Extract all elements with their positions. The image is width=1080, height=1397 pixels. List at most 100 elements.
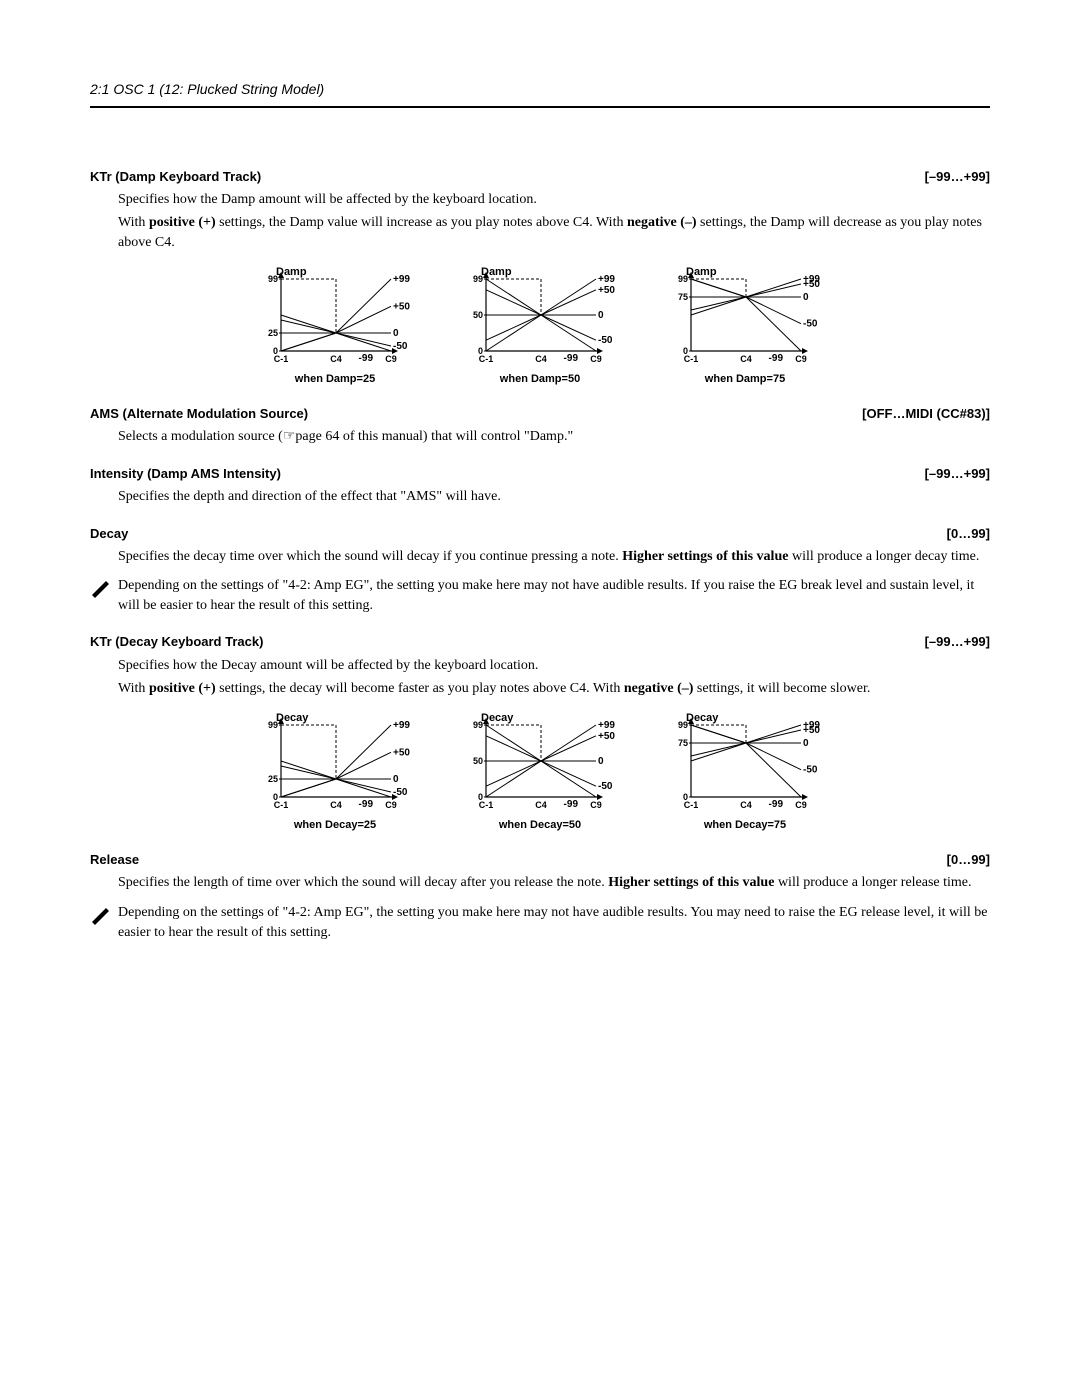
svg-text:-99: -99 bbox=[768, 799, 783, 810]
param-range: [0…99] bbox=[947, 851, 990, 869]
svg-text:-99: -99 bbox=[563, 799, 578, 810]
svg-text:C4: C4 bbox=[330, 800, 342, 810]
svg-text:25: 25 bbox=[267, 774, 277, 784]
svg-text:0: 0 bbox=[393, 328, 399, 339]
svg-text:+50: +50 bbox=[598, 731, 615, 742]
param-range: [–99…+99] bbox=[925, 633, 990, 651]
damp-charts-row: Damp+99+500-50-9902599C-1C4C9when Damp=2… bbox=[90, 265, 990, 387]
param-decay: Decay [0…99] bbox=[90, 525, 990, 543]
svg-text:+99: +99 bbox=[393, 720, 410, 731]
svg-text:99: 99 bbox=[472, 720, 482, 730]
param-release: Release [0…99] bbox=[90, 851, 990, 869]
svg-text:C9: C9 bbox=[385, 354, 397, 364]
svg-text:+50: +50 bbox=[803, 279, 820, 290]
svg-text:99: 99 bbox=[267, 720, 277, 730]
svg-text:C9: C9 bbox=[590, 354, 602, 364]
param-range: [0…99] bbox=[947, 525, 990, 543]
keyboard-track-chart: Decay+99+500-50-9907599C-1C4C9when Decay… bbox=[663, 711, 828, 833]
note-row: Depending on the settings of "4-2: Amp E… bbox=[90, 576, 990, 615]
svg-text:C4: C4 bbox=[330, 354, 342, 364]
svg-text:-50: -50 bbox=[803, 764, 818, 775]
param-desc: Specifies the depth and direction of the… bbox=[118, 487, 990, 507]
param-label: KTr (Decay Keyboard Track) bbox=[90, 633, 263, 651]
svg-text:99: 99 bbox=[677, 274, 687, 284]
chart-caption: when Damp=25 bbox=[253, 372, 418, 387]
svg-text:C-1: C-1 bbox=[683, 354, 698, 364]
note-text: Depending on the settings of "4-2: Amp E… bbox=[118, 576, 990, 615]
svg-text:-99: -99 bbox=[768, 353, 783, 364]
param-ktr-decay: KTr (Decay Keyboard Track) [–99…+99] bbox=[90, 633, 990, 651]
note-row: Depending on the settings of "4-2: Amp E… bbox=[90, 903, 990, 942]
svg-text:0: 0 bbox=[393, 774, 399, 785]
svg-text:99: 99 bbox=[472, 274, 482, 284]
svg-text:0: 0 bbox=[598, 756, 604, 767]
svg-text:25: 25 bbox=[267, 328, 277, 338]
svg-text:C-1: C-1 bbox=[273, 800, 288, 810]
svg-text:+50: +50 bbox=[393, 747, 410, 758]
svg-text:C-1: C-1 bbox=[478, 800, 493, 810]
svg-text:C4: C4 bbox=[740, 800, 752, 810]
pencil-icon bbox=[90, 905, 118, 925]
keyboard-track-chart: Damp+99+500-50-9902599C-1C4C9when Damp=2… bbox=[253, 265, 418, 387]
svg-text:99: 99 bbox=[267, 274, 277, 284]
svg-text:+50: +50 bbox=[393, 301, 410, 312]
param-desc: Specifies how the Damp amount will be af… bbox=[118, 190, 990, 210]
svg-text:-99: -99 bbox=[358, 799, 373, 810]
svg-text:75: 75 bbox=[677, 738, 687, 748]
param-range: [–99…+99] bbox=[925, 465, 990, 483]
svg-text:+99: +99 bbox=[598, 720, 615, 731]
svg-text:C4: C4 bbox=[535, 354, 547, 364]
param-desc: With positive (+) settings, the decay wi… bbox=[118, 679, 990, 699]
svg-text:C-1: C-1 bbox=[273, 354, 288, 364]
svg-text:C9: C9 bbox=[795, 800, 807, 810]
svg-text:-50: -50 bbox=[803, 318, 818, 329]
svg-text:C9: C9 bbox=[385, 800, 397, 810]
param-ktr-damp: KTr (Damp Keyboard Track) [–99…+99] bbox=[90, 168, 990, 186]
hand-ref-icon: ☞ bbox=[283, 429, 296, 444]
pencil-icon bbox=[90, 578, 118, 598]
keyboard-track-chart: Damp+99+500-50-9907599C-1C4C9when Damp=7… bbox=[663, 265, 828, 387]
svg-text:0: 0 bbox=[803, 738, 809, 749]
param-range: [–99…+99] bbox=[925, 168, 990, 186]
svg-text:C9: C9 bbox=[795, 354, 807, 364]
svg-text:-50: -50 bbox=[598, 781, 613, 792]
param-range: [OFF…MIDI (CC#83)] bbox=[862, 405, 990, 423]
param-desc: With positive (+) settings, the Damp val… bbox=[118, 213, 990, 252]
svg-text:50: 50 bbox=[472, 310, 482, 320]
param-intensity: Intensity (Damp AMS Intensity) [–99…+99] bbox=[90, 465, 990, 483]
svg-text:-99: -99 bbox=[563, 353, 578, 364]
chart-caption: when Damp=50 bbox=[458, 372, 623, 387]
svg-text:C9: C9 bbox=[590, 800, 602, 810]
param-desc: Specifies the length of time over which … bbox=[118, 873, 990, 893]
chart-caption: when Decay=75 bbox=[663, 818, 828, 833]
param-ams: AMS (Alternate Modulation Source) [OFF…M… bbox=[90, 405, 990, 423]
svg-text:0: 0 bbox=[803, 292, 809, 303]
keyboard-track-chart: Damp+99+500-50-9905099C-1C4C9when Damp=5… bbox=[458, 265, 623, 387]
keyboard-track-chart: Decay+99+500-50-9902599C-1C4C9when Decay… bbox=[253, 711, 418, 833]
svg-text:+50: +50 bbox=[803, 725, 820, 736]
keyboard-track-chart: Decay+99+500-50-9905099C-1C4C9when Decay… bbox=[458, 711, 623, 833]
svg-text:+99: +99 bbox=[598, 274, 615, 285]
svg-text:99: 99 bbox=[677, 720, 687, 730]
svg-text:50: 50 bbox=[472, 756, 482, 766]
svg-text:-99: -99 bbox=[358, 353, 373, 364]
param-label: Intensity (Damp AMS Intensity) bbox=[90, 465, 281, 483]
chart-caption: when Decay=25 bbox=[253, 818, 418, 833]
svg-text:-50: -50 bbox=[598, 335, 613, 346]
svg-text:75: 75 bbox=[677, 292, 687, 302]
chart-caption: when Damp=75 bbox=[663, 372, 828, 387]
param-desc: Selects a modulation source (☞page 64 of… bbox=[118, 427, 990, 447]
svg-text:C4: C4 bbox=[740, 354, 752, 364]
param-label: KTr (Damp Keyboard Track) bbox=[90, 168, 261, 186]
svg-text:C-1: C-1 bbox=[478, 354, 493, 364]
param-desc: Specifies how the Decay amount will be a… bbox=[118, 656, 990, 676]
svg-text:+50: +50 bbox=[598, 284, 615, 295]
svg-text:+99: +99 bbox=[393, 274, 410, 285]
param-desc: Specifies the decay time over which the … bbox=[118, 547, 990, 567]
svg-text:C-1: C-1 bbox=[683, 800, 698, 810]
param-label: Decay bbox=[90, 525, 128, 543]
note-text: Depending on the settings of "4-2: Amp E… bbox=[118, 903, 990, 942]
decay-charts-row: Decay+99+500-50-9902599C-1C4C9when Decay… bbox=[90, 711, 990, 833]
param-label: AMS (Alternate Modulation Source) bbox=[90, 405, 308, 423]
svg-text:C4: C4 bbox=[535, 800, 547, 810]
